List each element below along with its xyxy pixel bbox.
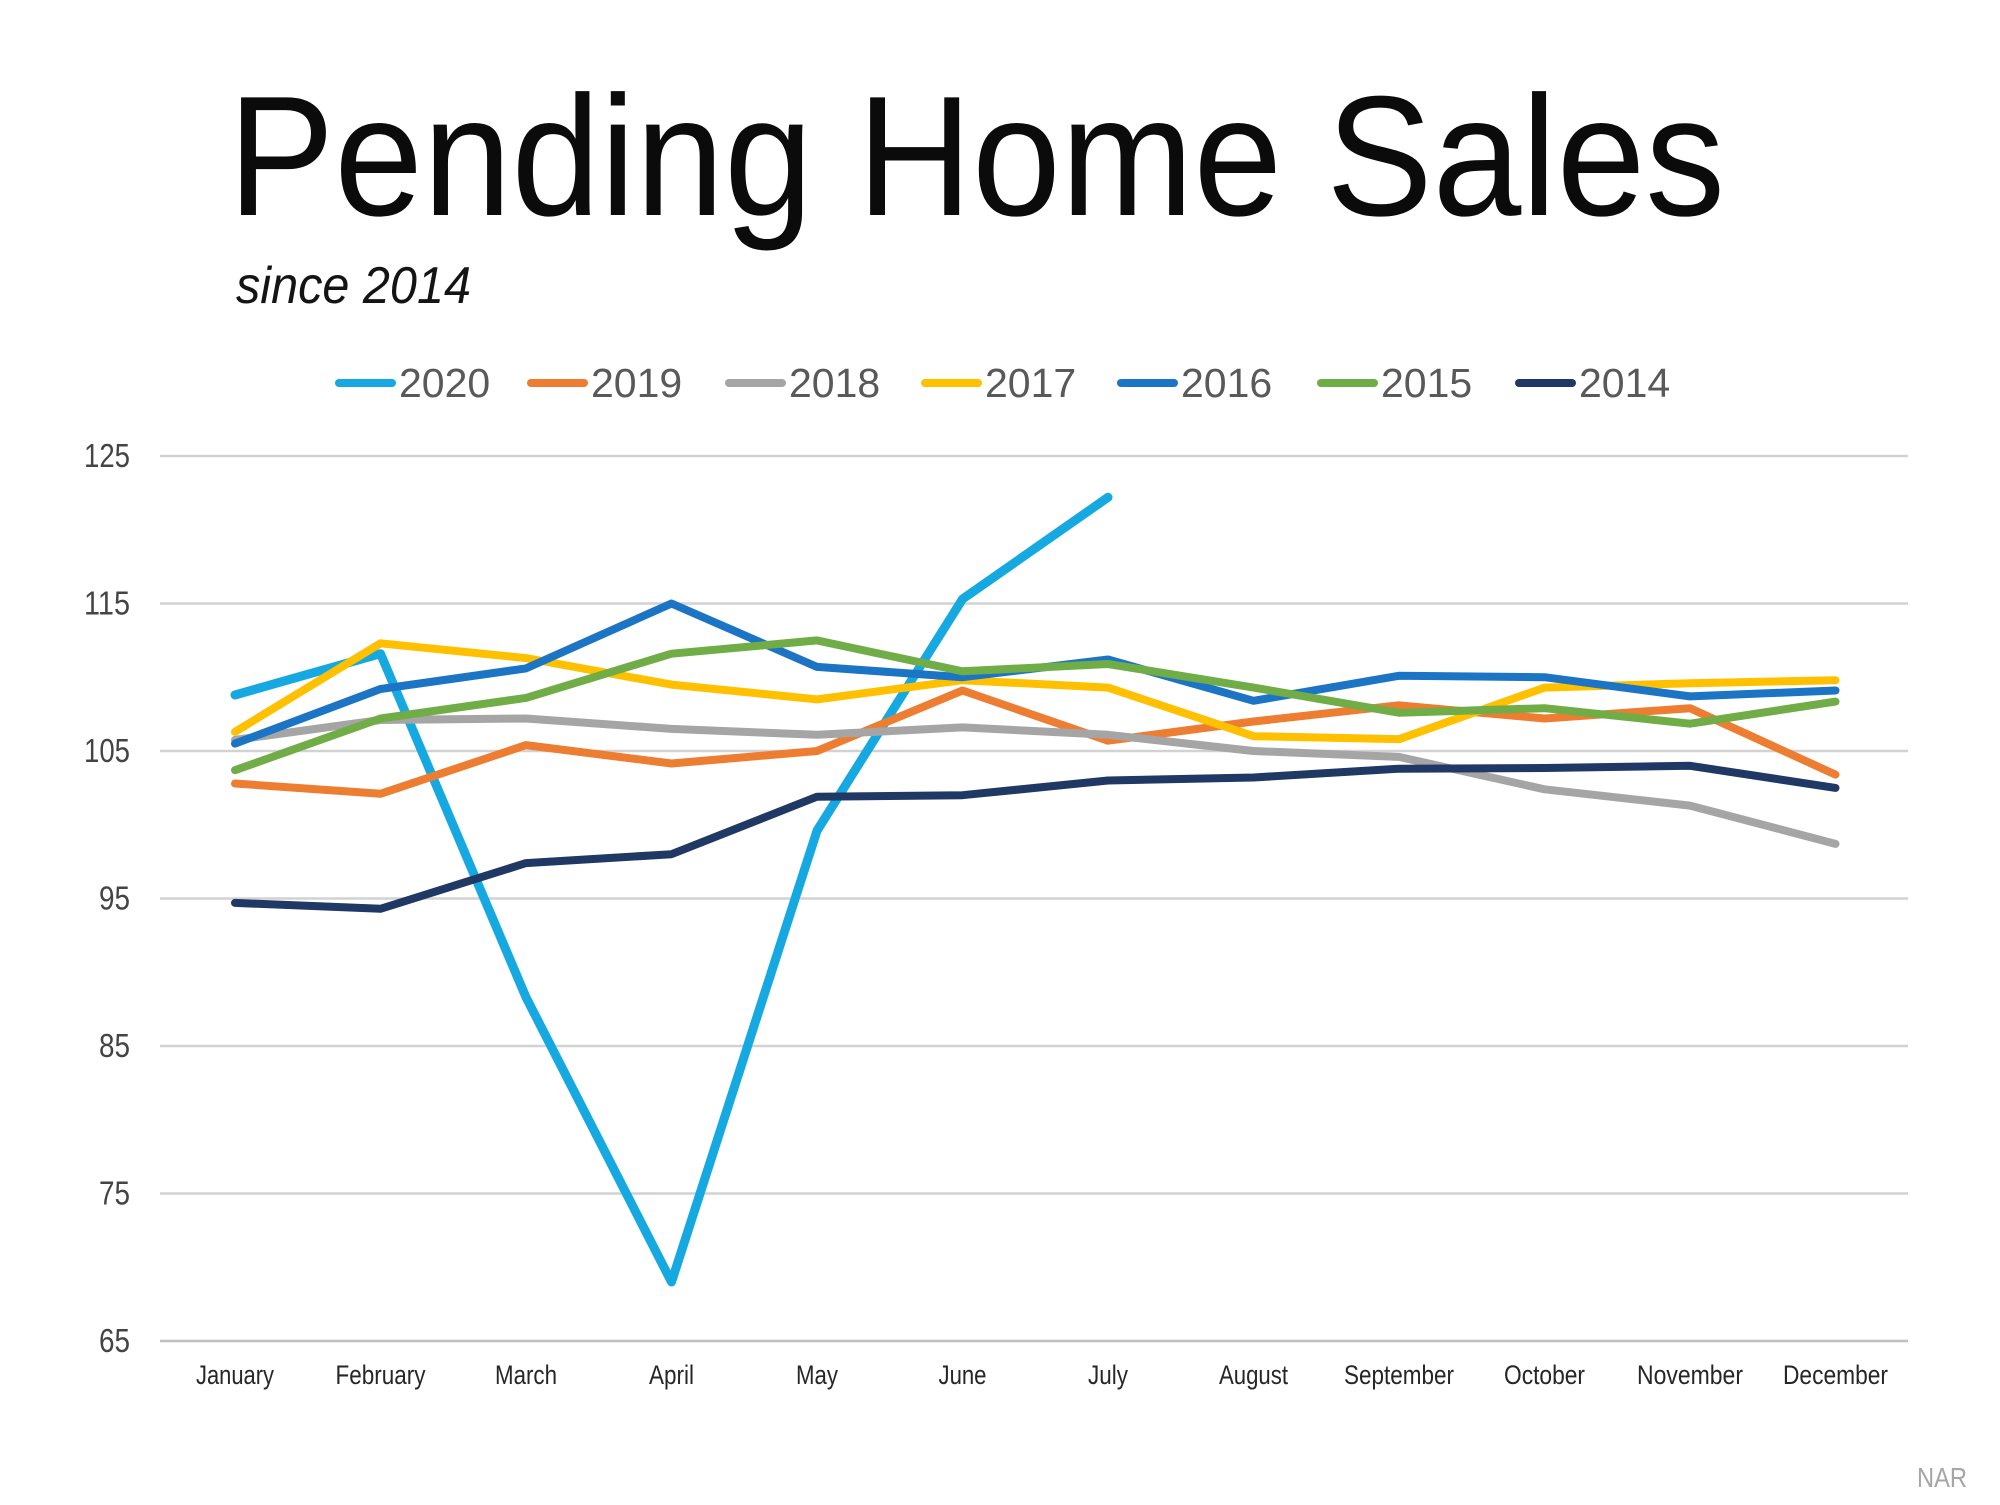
svg-text:65: 65 — [99, 1322, 130, 1359]
svg-text:2018: 2018 — [789, 360, 880, 406]
svg-text:115: 115 — [84, 585, 130, 622]
svg-text:March: March — [495, 1360, 557, 1390]
svg-text:August: August — [1219, 1360, 1289, 1390]
svg-text:2020: 2020 — [399, 360, 490, 406]
svg-text:NAR: NAR — [1917, 1462, 1967, 1493]
svg-text:April: April — [649, 1360, 694, 1390]
svg-text:January: January — [196, 1360, 275, 1390]
svg-text:2019: 2019 — [591, 360, 682, 406]
svg-text:85: 85 — [99, 1027, 130, 1064]
svg-text:December: December — [1783, 1360, 1888, 1390]
svg-text:July: July — [1088, 1360, 1129, 1390]
svg-text:105: 105 — [84, 732, 130, 769]
svg-text:Pending Home Sales: Pending Home Sales — [228, 61, 1725, 252]
svg-text:2015: 2015 — [1381, 360, 1472, 406]
svg-text:95: 95 — [99, 880, 130, 917]
svg-text:September: September — [1344, 1360, 1454, 1390]
svg-text:May: May — [796, 1360, 839, 1390]
svg-text:75: 75 — [99, 1175, 130, 1212]
svg-text:2014: 2014 — [1579, 360, 1670, 406]
svg-text:2017: 2017 — [985, 360, 1076, 406]
svg-text:February: February — [336, 1360, 427, 1390]
svg-text:since 2014: since 2014 — [236, 257, 471, 315]
svg-text:2016: 2016 — [1181, 360, 1272, 406]
svg-text:125: 125 — [84, 437, 130, 474]
svg-text:June: June — [939, 1360, 987, 1390]
svg-text:October: October — [1504, 1360, 1585, 1390]
svg-text:November: November — [1637, 1360, 1743, 1390]
